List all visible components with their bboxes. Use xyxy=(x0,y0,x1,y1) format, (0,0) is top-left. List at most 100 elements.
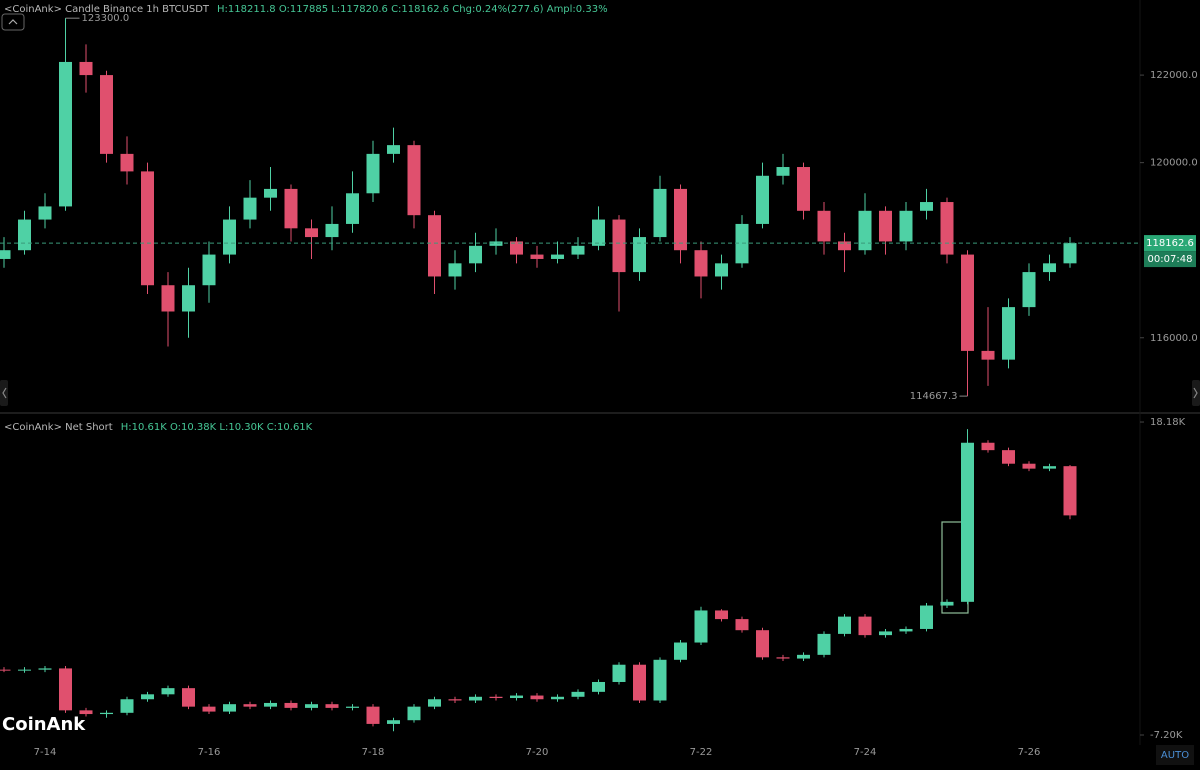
candle-body xyxy=(469,245,482,264)
candle-body xyxy=(776,167,790,176)
candle-body xyxy=(0,669,11,671)
candle-body xyxy=(243,197,257,220)
candle-body xyxy=(1002,307,1015,360)
candle-body xyxy=(284,702,298,708)
candle-body xyxy=(182,688,195,707)
panel-stats: H:10.61K O:10.38K L:10.30K C:10.61K xyxy=(121,422,313,433)
candle-body xyxy=(489,241,503,246)
x-tick-label: 7-14 xyxy=(34,747,57,758)
candle-body xyxy=(551,696,564,700)
candle-body xyxy=(489,696,503,699)
candle-body xyxy=(592,219,605,246)
candle-body xyxy=(694,610,708,643)
auto-label[interactable]: AUTO xyxy=(1161,750,1189,761)
candle-body xyxy=(899,628,913,632)
candle-body xyxy=(161,285,175,312)
candle-body xyxy=(407,145,421,216)
y-tick-label: 18.18K xyxy=(1150,417,1186,428)
candle-body xyxy=(141,694,154,700)
candle-body xyxy=(530,695,544,700)
candle-body xyxy=(756,630,769,658)
candle-body xyxy=(387,720,400,724)
candle-body xyxy=(202,706,216,712)
candle-body xyxy=(325,704,339,708)
candle-body xyxy=(448,699,462,701)
candle-body xyxy=(448,263,462,277)
candle-body xyxy=(346,193,359,224)
candle-body xyxy=(592,681,605,692)
candle-body xyxy=(817,633,831,655)
candle-body xyxy=(407,706,421,721)
candle-body xyxy=(530,254,544,259)
candle-body xyxy=(366,706,380,724)
candle-body xyxy=(797,167,810,211)
candle-body xyxy=(1043,263,1056,273)
candle-body xyxy=(674,188,687,251)
candle-body xyxy=(653,659,667,701)
candle-body xyxy=(18,669,31,671)
candle-body xyxy=(776,657,790,659)
candle-body xyxy=(838,616,851,634)
candle-body xyxy=(961,442,974,602)
panel-stats: H:118211.8 O:117885 L:117820.6 C:118162.… xyxy=(217,4,608,15)
candle-body xyxy=(59,61,72,207)
x-tick-label: 7-18 xyxy=(362,747,385,758)
candle-body xyxy=(838,241,851,251)
last-price-label: 118162.6 xyxy=(1146,238,1194,249)
candle-body xyxy=(202,254,216,286)
candle-body xyxy=(879,631,892,636)
y-tick-label: -7.20K xyxy=(1150,730,1183,741)
scroll-left-button[interactable] xyxy=(0,380,8,406)
panel-title: <CoinAnk> Net Short xyxy=(4,422,113,433)
candle-body xyxy=(305,704,318,708)
candle-body xyxy=(633,237,646,273)
auto-button[interactable] xyxy=(1156,745,1194,765)
candle-body xyxy=(284,188,298,229)
candle-body xyxy=(674,642,687,660)
candle-body xyxy=(264,188,277,198)
candle-body xyxy=(1002,450,1015,464)
candle-body xyxy=(858,210,872,251)
candle-body xyxy=(961,254,974,351)
candle-body xyxy=(920,202,933,211)
y-tick-label: 122000.0 xyxy=(1150,70,1198,81)
candle-body xyxy=(899,210,913,242)
candle-body xyxy=(735,619,749,631)
candle-body xyxy=(1063,466,1077,516)
candle-body xyxy=(1043,466,1056,469)
y-tick-label: 120000.0 xyxy=(1150,158,1198,169)
candle-body xyxy=(735,223,749,264)
candle-body xyxy=(100,712,113,715)
scroll-right-button[interactable] xyxy=(1192,380,1200,406)
candle-body xyxy=(223,219,236,255)
collapse-button[interactable] xyxy=(1,13,25,31)
candle-body xyxy=(715,263,728,277)
candle-body xyxy=(428,215,441,277)
candle-body xyxy=(612,219,626,273)
candle-body xyxy=(1022,272,1036,308)
candle-body xyxy=(120,153,134,172)
candle-body xyxy=(920,605,933,629)
candle-body xyxy=(243,704,257,707)
candle-body xyxy=(571,691,585,697)
candle-body xyxy=(79,61,93,76)
candle-body xyxy=(981,442,995,451)
candle-body xyxy=(879,210,892,242)
candle-body xyxy=(325,223,339,238)
watermark: CoinAnk xyxy=(2,714,86,735)
candle-body xyxy=(18,219,31,251)
scroll-right-icon xyxy=(1193,387,1198,399)
candle-body xyxy=(715,610,728,620)
x-tick-label: 7-20 xyxy=(526,747,549,758)
candle-body xyxy=(981,350,995,360)
candle-body xyxy=(858,616,872,636)
candle-body xyxy=(366,153,380,194)
candle-body xyxy=(264,702,277,707)
candle-body xyxy=(817,210,831,242)
last-price-box xyxy=(1144,235,1196,252)
candle-body xyxy=(346,706,359,708)
candle-body xyxy=(510,241,523,255)
x-tick-label: 7-26 xyxy=(1018,747,1041,758)
collapse-icon xyxy=(8,19,18,25)
